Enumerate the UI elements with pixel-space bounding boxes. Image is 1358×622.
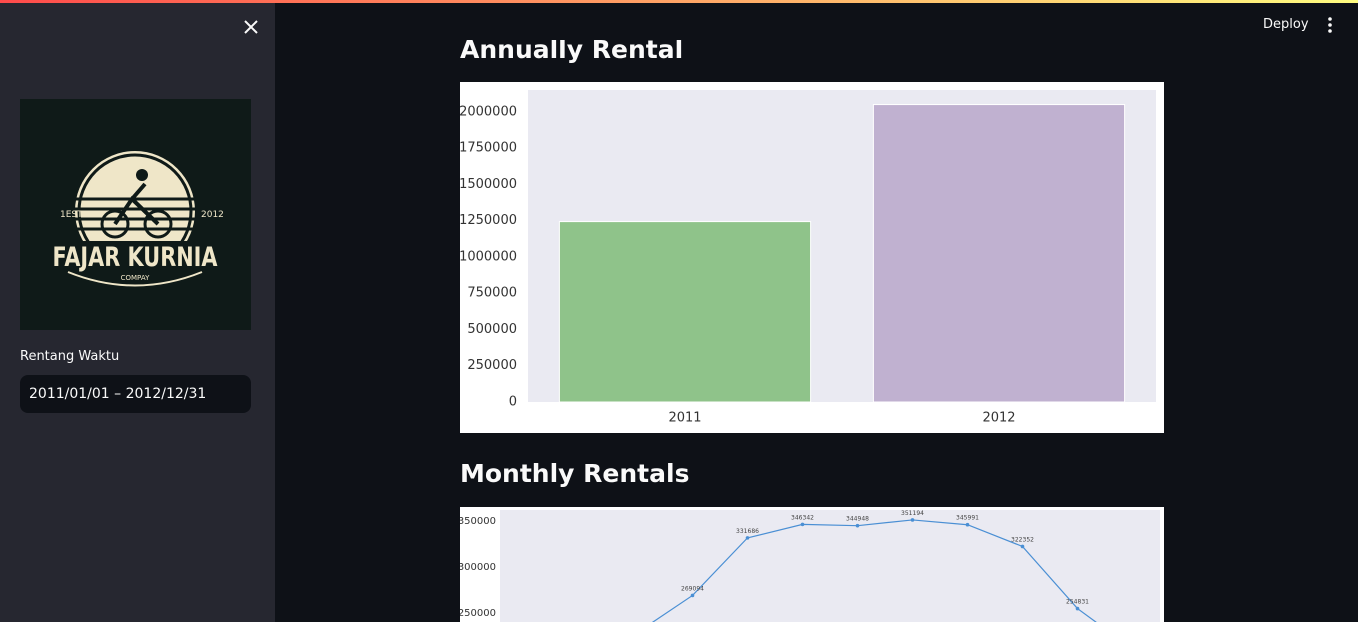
- logo-text: 2012: [201, 210, 224, 220]
- y-tick-label: 250000: [467, 358, 517, 373]
- header: Deploy: [275, 0, 1358, 40]
- data-label: 351194: [901, 510, 924, 517]
- data-label: 344948: [846, 516, 869, 523]
- point: [745, 536, 750, 540]
- deploy-button[interactable]: Deploy: [1263, 17, 1309, 32]
- menu-button[interactable]: [1327, 17, 1333, 33]
- chart: 2500003000003500001349331513522289202690…: [460, 507, 1164, 622]
- y-tick-label: 250000: [460, 608, 496, 619]
- top-decoration: [0, 0, 1358, 3]
- y-tick-label: 1000000: [460, 249, 517, 264]
- point: [800, 522, 805, 527]
- data-label: 254831: [1066, 599, 1089, 606]
- close-sidebar[interactable]: [242, 18, 260, 36]
- date-input[interactable]: 2011/01/01 – 2012/12/31: [20, 375, 251, 413]
- y-tick-label: 0: [509, 395, 517, 410]
- y-tick-label: 2000000: [460, 104, 517, 119]
- y-tick-label: 1250000: [460, 213, 517, 228]
- y-tick-label: 300000: [460, 562, 496, 573]
- y-tick-label: 750000: [467, 286, 517, 301]
- logo-text: COMPAY: [121, 274, 150, 282]
- date-label: Rentang Waktu: [20, 349, 120, 364]
- main: Deploy Annually Rental 0 250000 500000 7500…: [275, 0, 1358, 622]
- point: [910, 518, 915, 522]
- plot-area: [500, 510, 1160, 622]
- bar: [872, 104, 1126, 403]
- data-label: 331686: [736, 528, 759, 535]
- bar: [558, 221, 812, 403]
- point: [690, 593, 695, 598]
- y-tick-label: 350000: [460, 516, 496, 527]
- date-value: 2011/01/01 – 2012/12/31: [29, 386, 207, 402]
- point: [1075, 606, 1080, 611]
- y-tick-label: 1500000: [460, 177, 517, 192]
- data-label: 269094: [681, 585, 704, 592]
- logo: 1EST 2012 FAJAR KURNIA COMPAY: [20, 99, 251, 330]
- point: [855, 523, 860, 528]
- logo-text: FAJAR KURNIA: [53, 242, 218, 273]
- logo-text: 1EST: [60, 210, 83, 220]
- chart-title: Monthly Rentals: [460, 459, 690, 488]
- point: [965, 522, 970, 527]
- x-tick-label: 2011: [668, 411, 701, 426]
- line: [651, 519, 1097, 622]
- sidebar: 1EST 2012 FAJAR KURNIA COMPAY Rentang Wa…: [0, 0, 275, 622]
- data-label: 322352: [1011, 536, 1034, 543]
- data-label: 345991: [956, 515, 979, 522]
- data-label: 346342: [791, 514, 814, 521]
- y-tick-label: 1750000: [460, 141, 517, 156]
- y-tick-label: 500000: [467, 322, 517, 337]
- chart: 0 250000 500000 750000 1000000 1250000 1500000…: [460, 82, 1164, 433]
- x-tick-label: 2012: [982, 411, 1015, 426]
- point: [1020, 544, 1025, 549]
